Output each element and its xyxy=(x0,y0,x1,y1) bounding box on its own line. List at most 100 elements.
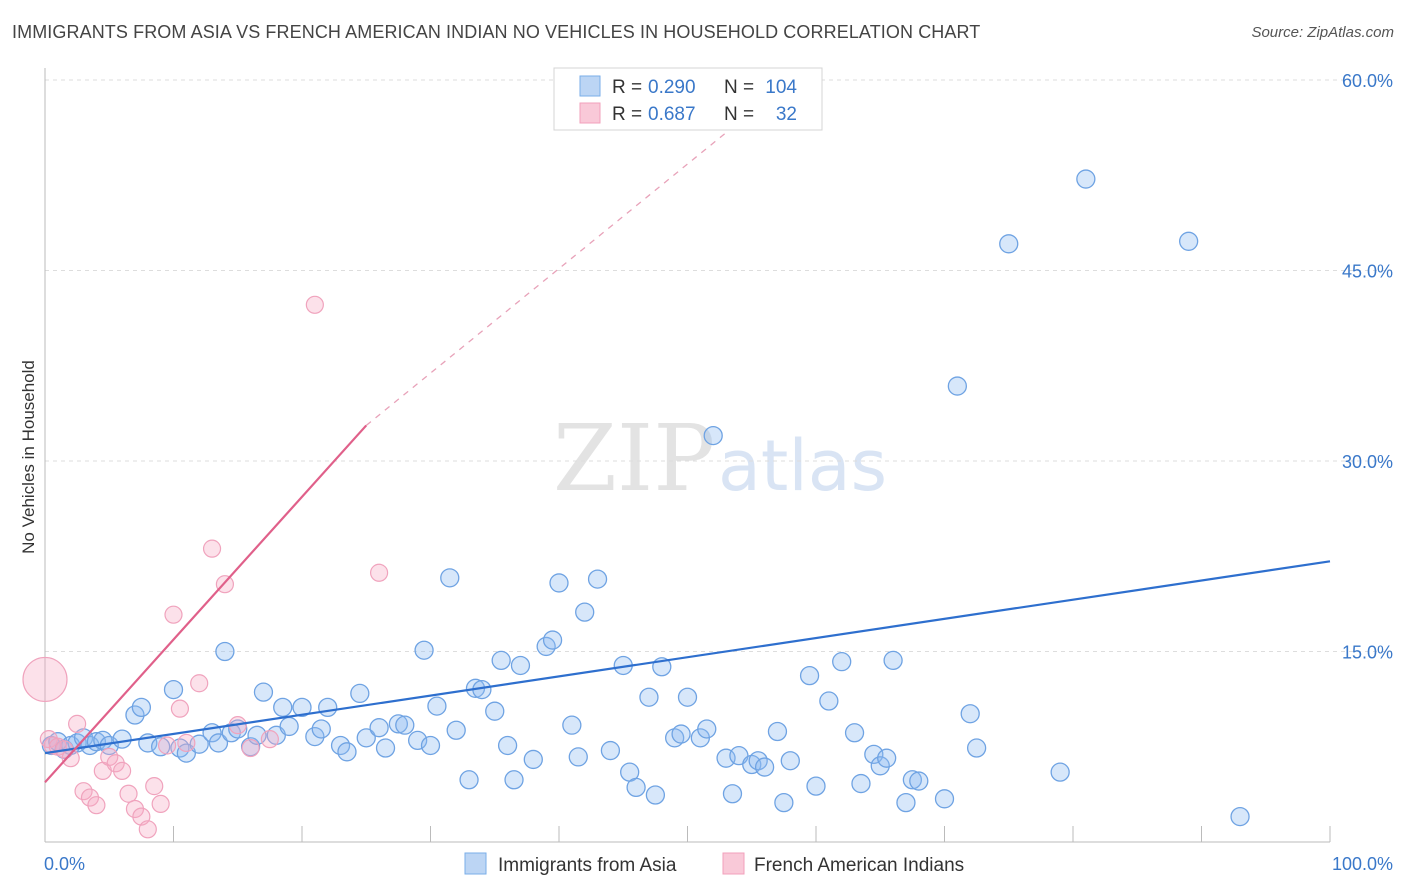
asia-point-63 xyxy=(600,740,621,761)
asia-point-71 xyxy=(671,724,691,744)
trend-lines xyxy=(44,111,1331,784)
asia-point-96 xyxy=(902,770,923,790)
asia-point-47 xyxy=(459,770,479,790)
legend-n-value-asia: 104 xyxy=(765,77,797,98)
correlation-legend: R = 0.290 N = 104 R = 0.687 N = 32 xyxy=(553,67,823,131)
asia-point-14 xyxy=(150,737,171,757)
watermark-zip: ZIP xyxy=(553,405,715,512)
asia-point-98 xyxy=(934,789,955,809)
asia-point-93 xyxy=(877,748,897,768)
x-tick-label-left: 0.0% xyxy=(44,854,85,874)
y-tick-label-2: 45.0% xyxy=(1342,262,1393,282)
french-point-12 xyxy=(106,754,125,773)
watermark-atlas: atlas xyxy=(718,425,887,507)
french-trend-line xyxy=(44,424,368,784)
asia-point-77 xyxy=(722,784,743,804)
asia-point-43 xyxy=(420,735,441,756)
asia-point-75 xyxy=(703,425,723,446)
bottom-swatch-french xyxy=(722,852,745,875)
x-tick-label-right: 100.0% xyxy=(1332,854,1393,874)
legend-r-value-french: 0.687 xyxy=(648,104,696,125)
asia-point-72 xyxy=(677,687,698,707)
asia-point-37 xyxy=(369,718,389,738)
y-axis-label: No Vehicles in Household xyxy=(19,360,38,554)
asia-point-95 xyxy=(896,792,916,813)
asia-point-68 xyxy=(645,785,666,805)
asia-point-61 xyxy=(575,602,595,622)
french-point-19 xyxy=(151,794,170,814)
french-point-25 xyxy=(202,539,222,558)
french-point-13 xyxy=(112,761,132,780)
asia-point-20 xyxy=(208,733,229,753)
asia-point-101 xyxy=(966,738,987,758)
asia-point-104 xyxy=(1076,169,1096,189)
y-tick-label-1: 30.0% xyxy=(1342,452,1393,472)
chart-title: IMMIGRANTS FROM ASIA VS FRENCH AMERICAN … xyxy=(12,22,981,42)
asia-point-52 xyxy=(497,735,518,756)
french-point-6 xyxy=(68,714,87,733)
axes: 15.0% 30.0% 45.0% 60.0% 0.0% 100.0% xyxy=(44,68,1393,874)
legend-r-value-asia: 0.290 xyxy=(648,77,696,98)
asia-point-55 xyxy=(523,749,543,770)
asia-point-107 xyxy=(215,641,235,662)
asia-point-81 xyxy=(754,757,775,777)
asia-point-57 xyxy=(542,630,563,650)
asia-point-88 xyxy=(832,652,852,672)
asia-point-100 xyxy=(960,704,980,724)
french-series xyxy=(22,295,389,839)
bottom-legend-french: French American Indians xyxy=(754,855,964,876)
gridlines xyxy=(45,79,1392,652)
asia-trend-line xyxy=(44,560,1331,755)
asia-point-44 xyxy=(427,696,447,716)
asia-point-105 xyxy=(1179,231,1199,251)
asia-point-66 xyxy=(626,777,646,798)
asia-point-11 xyxy=(125,705,145,725)
source-label: Source: ZipAtlas.com xyxy=(1251,24,1394,41)
asia-point-12 xyxy=(131,697,152,718)
asia-point-29 xyxy=(292,697,312,718)
legend-swatch-asia xyxy=(579,75,601,97)
legend-r-label-french: R = xyxy=(612,104,642,125)
asia-point-31 xyxy=(311,719,331,739)
y-tick-label-0: 15.0% xyxy=(1342,643,1393,663)
french-point-22 xyxy=(170,699,190,718)
asia-point-103 xyxy=(1050,762,1070,782)
asia-point-106 xyxy=(1230,806,1250,827)
asia-point-45 xyxy=(440,568,460,588)
bottom-swatch-asia xyxy=(464,852,487,875)
asia-point-54 xyxy=(510,655,531,676)
asia-point-42 xyxy=(414,640,434,660)
asia-point-46 xyxy=(446,720,466,740)
french-point-20 xyxy=(157,736,177,755)
asia-point-97 xyxy=(909,771,929,791)
french-point-23 xyxy=(177,733,196,753)
french-point-9 xyxy=(87,796,106,815)
asia-point-86 xyxy=(806,776,826,796)
asia-point-67 xyxy=(639,687,659,707)
french-trend-extension xyxy=(365,111,753,426)
french-point-30 xyxy=(305,295,324,314)
french-point-24 xyxy=(190,674,209,693)
french-point-0 xyxy=(22,656,68,703)
asia-point-28 xyxy=(279,716,299,737)
series-legend: Immigrants from Asia French American Ind… xyxy=(464,852,964,876)
asia-point-38 xyxy=(375,738,396,758)
asia-point-58 xyxy=(549,573,569,593)
asia-point-89 xyxy=(844,723,865,743)
asia-point-62 xyxy=(587,569,608,589)
asia-point-94 xyxy=(883,650,903,671)
asia-point-34 xyxy=(337,742,357,762)
asia-point-92 xyxy=(870,756,890,776)
french-point-8 xyxy=(80,788,100,807)
french-point-28 xyxy=(241,738,260,758)
legend-n-label-french: N = xyxy=(724,104,754,125)
asia-point-53 xyxy=(504,770,524,790)
legend-n-value-french: 32 xyxy=(776,104,797,125)
asia-point-102 xyxy=(999,234,1019,254)
french-point-15 xyxy=(125,799,145,819)
asia-point-51 xyxy=(491,650,511,671)
asia-point-30 xyxy=(305,726,325,747)
legend-r-label-asia: R = xyxy=(612,77,642,98)
asia-point-84 xyxy=(780,751,800,771)
